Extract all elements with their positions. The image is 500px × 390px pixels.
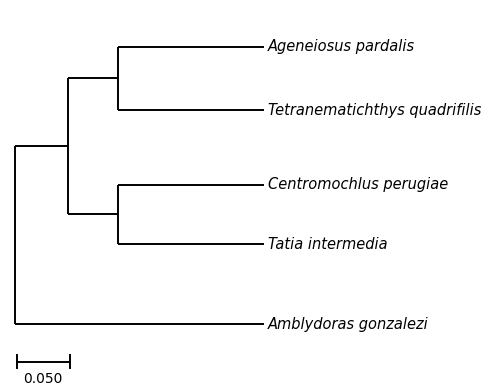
Text: Centromochlus perugiae: Centromochlus perugiae (268, 177, 448, 192)
Text: Tatia intermedia: Tatia intermedia (268, 237, 388, 252)
Text: Ageneiosus pardalis: Ageneiosus pardalis (268, 39, 415, 54)
Text: 0.050: 0.050 (24, 372, 63, 386)
Text: Amblydoras gonzalezi: Amblydoras gonzalezi (268, 317, 428, 332)
Text: Tetranematichthys quadrifilis: Tetranematichthys quadrifilis (268, 103, 481, 118)
